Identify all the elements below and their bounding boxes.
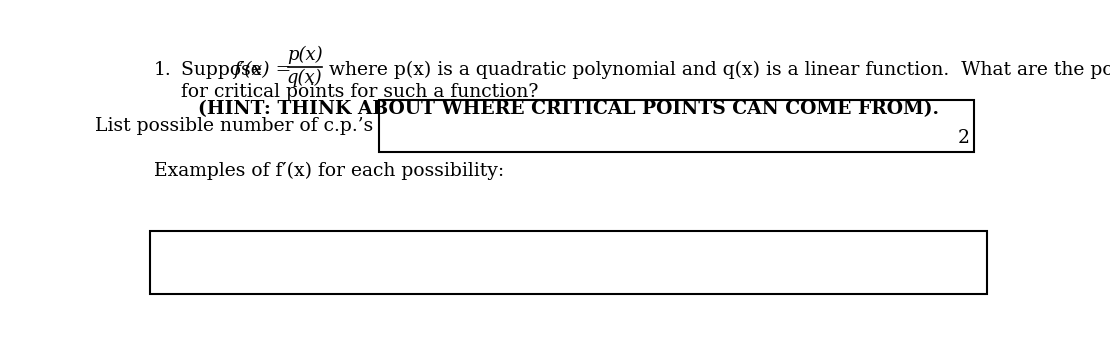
Text: Suppose: Suppose bbox=[181, 61, 269, 79]
Text: for critical points for such a function?: for critical points for such a function? bbox=[181, 83, 538, 101]
Text: p(x): p(x) bbox=[286, 46, 322, 64]
Text: 1.: 1. bbox=[154, 61, 172, 79]
Bar bbox=[379, 100, 975, 152]
Text: f′(x) =: f′(x) = bbox=[233, 61, 292, 80]
Text: q(x): q(x) bbox=[286, 69, 322, 87]
Text: List possible number of c.p.’s: List possible number of c.p.’s bbox=[94, 117, 373, 135]
Bar bbox=[150, 231, 988, 294]
Text: Examples of f′(x) for each possibility:: Examples of f′(x) for each possibility: bbox=[154, 161, 504, 180]
Text: 2: 2 bbox=[958, 129, 969, 148]
Text: where p(x) is a quadratic polynomial and q(x) is a linear function.  What are th: where p(x) is a quadratic polynomial and… bbox=[323, 61, 1110, 80]
Text: (HINT: THINK ABOUT WHERE CRITICAL POINTS CAN COME FROM).: (HINT: THINK ABOUT WHERE CRITICAL POINTS… bbox=[199, 100, 939, 119]
